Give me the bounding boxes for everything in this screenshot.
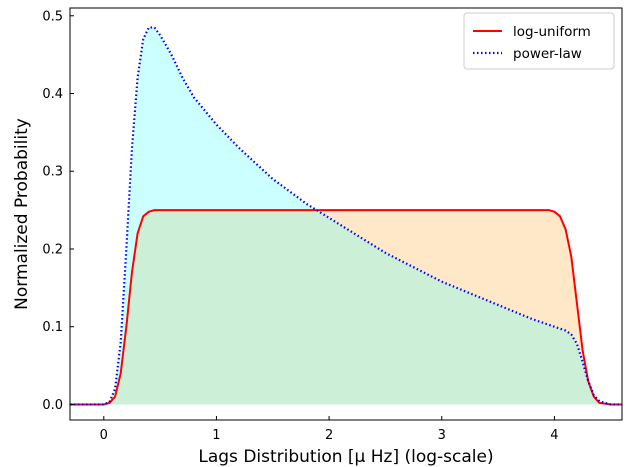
x-tick-label: 1 — [212, 428, 220, 443]
legend-box — [463, 12, 615, 70]
y-tick-label: 0.0 — [42, 398, 63, 413]
x-tick-label: 3 — [438, 428, 446, 443]
power-law-line — [70, 26, 622, 406]
fill-areas — [70, 27, 622, 405]
y-tick-label: 0.5 — [42, 9, 63, 24]
x-tick-label: 4 — [550, 428, 558, 443]
x-tick-label: 0 — [100, 428, 108, 443]
power-law-legend-label: power-law — [513, 46, 582, 62]
x-tick-label: 2 — [325, 428, 333, 443]
y-tick-label: 0.3 — [42, 165, 63, 180]
series-lines — [70, 26, 622, 406]
y-axis-title: Normalized Probability — [12, 118, 32, 310]
axis-ticks: 0 1 2 3 4 0.0 0.1 0.2 0.3 0.4 0.5 — [42, 9, 558, 443]
log-uniform-line — [70, 209, 622, 406]
y-tick-label: 0.2 — [42, 242, 63, 257]
y-tick-label: 0.1 — [42, 320, 63, 335]
x-axis-title: Lags Distribution [μ Hz] (log-scale) — [198, 447, 493, 467]
plot-frame — [69, 7, 623, 421]
log-uniform-legend-label: log-uniform — [513, 24, 591, 40]
legend: log-uniform power-law — [463, 12, 615, 70]
y-tick-label: 0.4 — [42, 87, 63, 102]
overlap-fill — [70, 210, 622, 405]
